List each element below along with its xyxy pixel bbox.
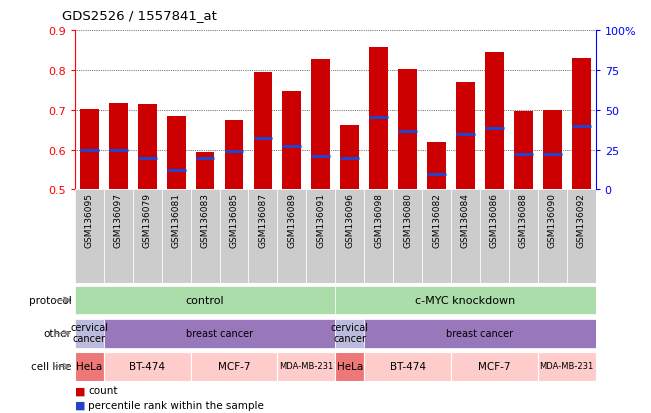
Text: MDA-MB-231: MDA-MB-231 (279, 361, 333, 370)
Text: control: control (186, 295, 225, 305)
Text: BT-474: BT-474 (389, 361, 426, 371)
Text: percentile rank within the sample: percentile rank within the sample (88, 400, 264, 410)
Text: HeLa: HeLa (76, 361, 102, 371)
Bar (567, 190, 596, 283)
Bar (364, 352, 451, 381)
Text: GSM136096: GSM136096 (345, 193, 354, 248)
Bar (161, 190, 191, 283)
Text: HeLa: HeLa (337, 361, 363, 371)
Bar (133, 190, 161, 283)
Text: other: other (44, 328, 72, 339)
Bar (451, 352, 538, 381)
Text: GSM136082: GSM136082 (432, 193, 441, 247)
Bar (572, 59, 590, 190)
Bar (191, 352, 277, 381)
Bar (543, 110, 562, 190)
Bar (104, 319, 335, 348)
Text: GSM136089: GSM136089 (287, 193, 296, 248)
Bar (451, 190, 480, 283)
Text: GSM136097: GSM136097 (114, 193, 123, 248)
Text: GSM136085: GSM136085 (230, 193, 238, 248)
Bar (109, 104, 128, 190)
Text: MCF-7: MCF-7 (478, 361, 510, 371)
Text: cervical
cancer: cervical cancer (70, 322, 108, 344)
Text: ■: ■ (75, 385, 85, 395)
Bar (340, 126, 359, 190)
Bar (283, 91, 301, 190)
Text: GSM136098: GSM136098 (374, 193, 383, 248)
Bar (75, 352, 104, 381)
Text: breast cancer: breast cancer (447, 328, 514, 338)
Bar (249, 190, 277, 283)
Bar (514, 111, 533, 190)
Bar (75, 286, 335, 315)
Bar (427, 142, 446, 190)
Bar (138, 105, 157, 190)
Bar (167, 116, 186, 190)
Text: BT-474: BT-474 (129, 361, 165, 371)
Bar (335, 319, 364, 348)
Bar (277, 190, 307, 283)
Bar (104, 190, 133, 283)
Bar (307, 190, 335, 283)
Bar (480, 190, 509, 283)
Bar (75, 190, 104, 283)
Text: GSM136079: GSM136079 (143, 193, 152, 248)
Text: count: count (88, 385, 117, 395)
Bar (422, 190, 451, 283)
Bar (225, 121, 243, 190)
Bar (369, 48, 388, 190)
Text: cervical
cancer: cervical cancer (331, 322, 368, 344)
Bar (335, 352, 364, 381)
Bar (509, 190, 538, 283)
Text: GSM136080: GSM136080 (403, 193, 412, 248)
Text: GSM136090: GSM136090 (547, 193, 557, 248)
Bar (196, 152, 214, 190)
Text: GDS2526 / 1557841_at: GDS2526 / 1557841_at (62, 9, 217, 21)
Bar (485, 53, 504, 190)
Text: breast cancer: breast cancer (186, 328, 253, 338)
Bar (538, 190, 567, 283)
Bar (335, 286, 596, 315)
Text: GSM136081: GSM136081 (172, 193, 180, 248)
Text: GSM136095: GSM136095 (85, 193, 94, 248)
Text: GSM136088: GSM136088 (519, 193, 528, 248)
Text: GSM136086: GSM136086 (490, 193, 499, 248)
Bar (253, 73, 272, 190)
Bar (75, 319, 104, 348)
Bar (191, 190, 219, 283)
Bar (335, 190, 364, 283)
Bar (456, 83, 475, 190)
Bar (393, 190, 422, 283)
Bar (80, 109, 99, 190)
Text: GSM136084: GSM136084 (461, 193, 470, 247)
Text: GSM136087: GSM136087 (258, 193, 268, 248)
Bar (398, 70, 417, 190)
Text: GSM136083: GSM136083 (201, 193, 210, 248)
Text: GSM136091: GSM136091 (316, 193, 326, 248)
Text: MDA-MB-231: MDA-MB-231 (540, 361, 594, 370)
Bar (538, 352, 596, 381)
Text: MCF-7: MCF-7 (217, 361, 250, 371)
Text: ■: ■ (75, 400, 85, 410)
Bar (311, 60, 330, 190)
Bar (219, 190, 249, 283)
Text: cell line: cell line (31, 361, 72, 372)
Bar (364, 190, 393, 283)
Bar (104, 352, 191, 381)
Bar (364, 319, 596, 348)
Text: protocol: protocol (29, 295, 72, 306)
Bar (277, 352, 335, 381)
Text: c-MYC knockdown: c-MYC knockdown (415, 295, 516, 305)
Text: GSM136092: GSM136092 (577, 193, 586, 247)
